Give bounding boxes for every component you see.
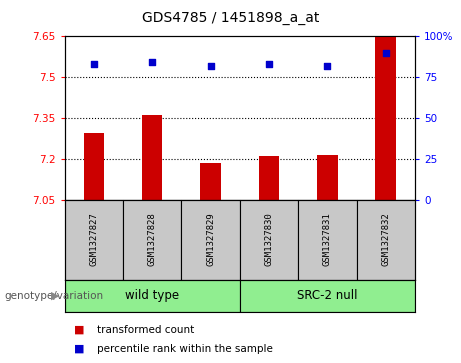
Bar [240, 200, 298, 280]
Text: transformed count: transformed count [97, 325, 194, 335]
Bar [375, 36, 396, 200]
Bar [259, 156, 279, 200]
Bar [298, 200, 356, 280]
Text: ▶: ▶ [52, 291, 60, 301]
Point [265, 61, 272, 67]
Text: GSM1327832: GSM1327832 [381, 213, 390, 266]
Point [148, 60, 156, 65]
Bar [65, 200, 123, 280]
Text: SRC-2 null: SRC-2 null [297, 289, 358, 302]
Bar [83, 133, 104, 200]
Bar [181, 200, 240, 280]
Text: GSM1327830: GSM1327830 [265, 213, 273, 266]
Point [382, 50, 390, 56]
Text: wild type: wild type [125, 289, 179, 302]
Bar [240, 280, 415, 312]
Text: ■: ■ [74, 325, 84, 335]
Bar [142, 115, 162, 200]
Point [207, 63, 214, 69]
Bar [65, 280, 240, 312]
Text: GSM1327828: GSM1327828 [148, 213, 157, 266]
Text: GDS4785 / 1451898_a_at: GDS4785 / 1451898_a_at [142, 11, 319, 25]
Bar [200, 163, 221, 200]
Bar [317, 155, 337, 200]
Text: GSM1327827: GSM1327827 [89, 213, 98, 266]
Bar [123, 200, 181, 280]
Point [90, 61, 97, 67]
Text: genotype/variation: genotype/variation [5, 291, 104, 301]
Text: GSM1327831: GSM1327831 [323, 213, 332, 266]
Text: GSM1327829: GSM1327829 [206, 213, 215, 266]
Point [324, 63, 331, 69]
Text: percentile rank within the sample: percentile rank within the sample [97, 344, 273, 354]
Bar [356, 200, 415, 280]
Text: ■: ■ [74, 344, 84, 354]
